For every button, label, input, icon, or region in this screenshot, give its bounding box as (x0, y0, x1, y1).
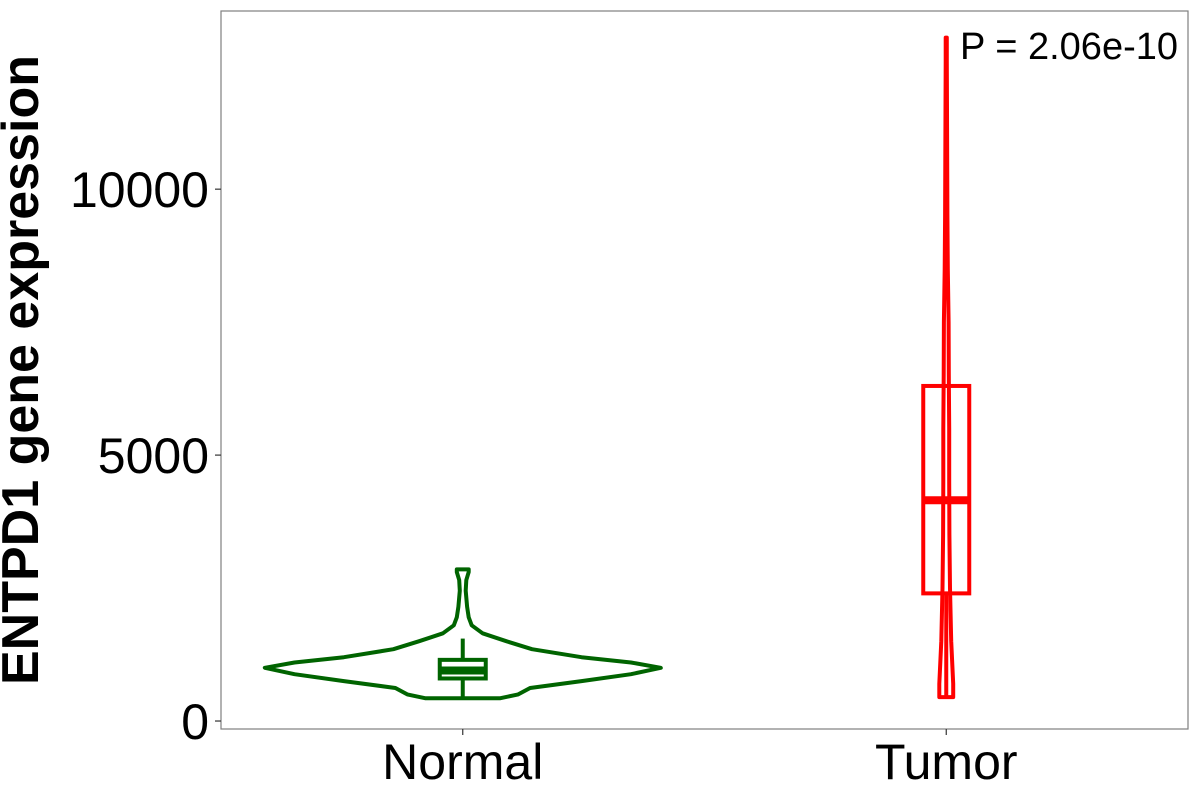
y-tick-label: 10000 (70, 162, 209, 218)
violin-outline (937, 35, 956, 700)
violin-group-normal (262, 567, 663, 701)
y-axis: 0 5000 10000 (70, 162, 221, 750)
violin-outline (262, 567, 663, 701)
p-value-annotation: P = 2.06e-10 (960, 26, 1178, 68)
x-tick-label: Tumor (875, 734, 1018, 790)
iqr-box (921, 383, 972, 596)
plot-panel (220, 10, 1189, 730)
y-tick-label: 5000 (98, 428, 209, 484)
x-tick-label: Normal (382, 734, 543, 790)
x-axis: Normal Tumor (382, 729, 1018, 790)
y-tick-label: 0 (181, 694, 209, 750)
violin-group-tumor (921, 35, 972, 700)
y-axis-title: ENTPD1 gene expression (0, 55, 50, 685)
violins (262, 35, 972, 701)
